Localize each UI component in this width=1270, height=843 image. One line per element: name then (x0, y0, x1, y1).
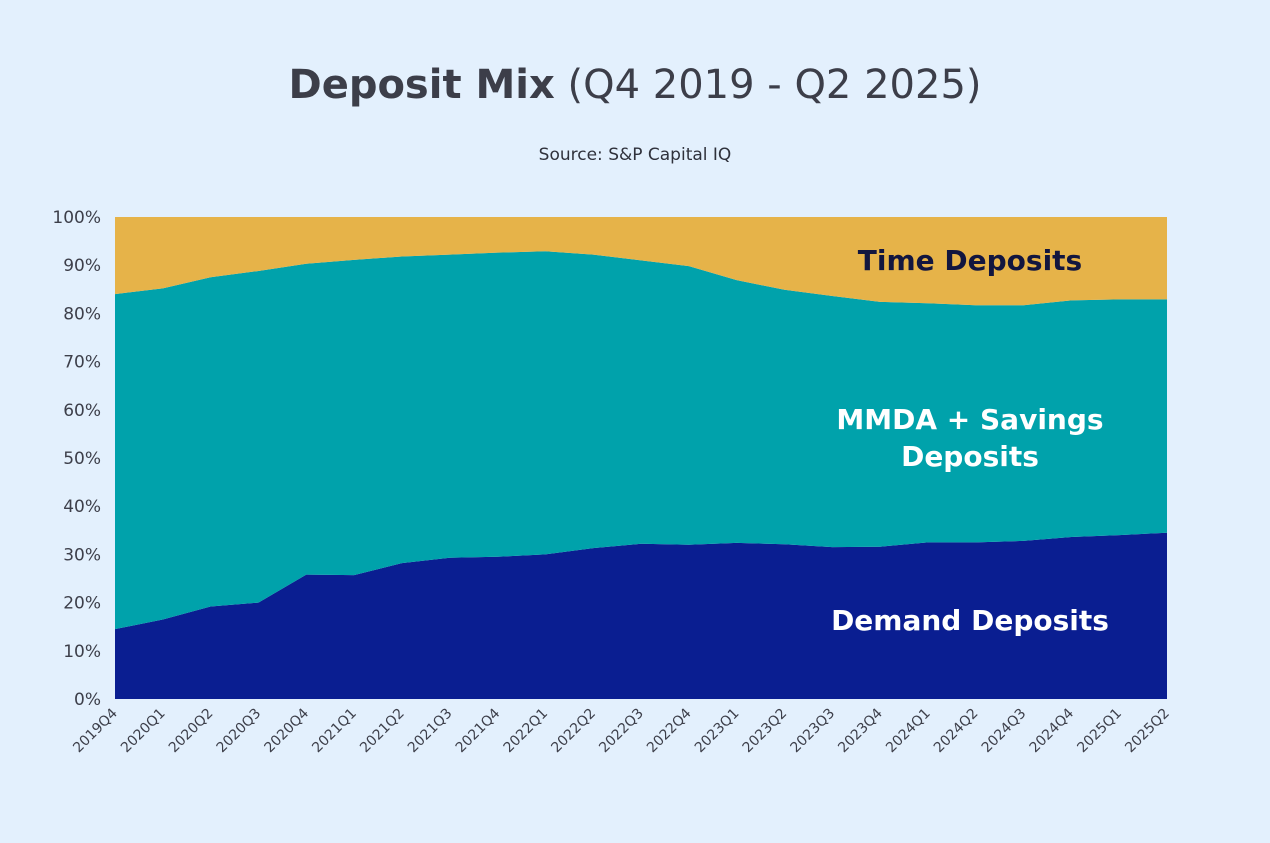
x-tick-label: 2023Q4 (835, 705, 886, 756)
x-tick-label: 2025Q1 (1074, 706, 1125, 757)
x-tick-label: 2024Q3 (979, 706, 1030, 757)
chart-title-light: (Q4 2019 - Q2 2025) (567, 62, 982, 108)
mmda-savings-area (115, 251, 1167, 630)
x-tick-label: 2021Q3 (405, 706, 456, 757)
x-tick-label: 2020Q4 (261, 705, 312, 756)
x-tick-label: 2023Q3 (787, 706, 838, 757)
x-tick-label: 2022Q3 (596, 706, 647, 757)
x-tick-label: 2021Q4 (453, 705, 504, 756)
x-tick-label: 2024Q4 (1027, 705, 1078, 756)
x-tick-label: 2022Q2 (548, 706, 599, 757)
y-tick-label: 0% (74, 690, 101, 710)
y-tick-label: 90% (63, 256, 101, 276)
y-tick-label: 30% (63, 545, 101, 565)
x-tick-label: 2020Q2 (166, 706, 217, 757)
x-tick-label: 2021Q1 (309, 706, 360, 757)
time-deposits-area (115, 217, 1167, 306)
demand-deposits-label: Demand Deposits (831, 604, 1109, 637)
time-deposits-label: Time Deposits (858, 244, 1082, 277)
chart-title: Deposit Mix (Q4 2019 - Q2 2025) (0, 62, 1270, 108)
x-tick-label: 2024Q2 (931, 706, 982, 757)
x-tick-label: 2020Q1 (118, 706, 169, 757)
x-tick-label: 2022Q4 (644, 705, 695, 756)
y-tick-label: 70% (63, 353, 101, 373)
y-tick-label: 50% (63, 449, 101, 469)
demand-deposits-area (115, 532, 1167, 699)
chart-subtitle: Source: S&P Capital IQ (538, 145, 732, 165)
mmda-savings-label: MMDA + Savings (836, 403, 1103, 436)
area-layers (115, 217, 1167, 699)
chart-title-bold: Deposit Mix (288, 62, 555, 108)
x-axis-ticks: 2019Q42020Q12020Q22020Q32020Q42021Q12021… (70, 705, 1173, 756)
y-tick-label: 80% (63, 304, 101, 324)
y-tick-label: 60% (63, 401, 101, 421)
y-tick-label: 10% (63, 642, 101, 662)
x-tick-label: 2023Q1 (692, 706, 743, 757)
x-tick-label: 2025Q2 (1122, 706, 1173, 757)
y-tick-label: 20% (63, 594, 101, 614)
y-axis-ticks: 0% 10% 20% 30% 40% 50% 60% 70% 80% 90% 100% (52, 208, 101, 710)
x-tick-label: 2023Q2 (740, 706, 791, 757)
x-tick-label: 2022Q1 (501, 706, 552, 757)
x-tick-label: 2021Q2 (357, 706, 408, 757)
mmda-savings-label: Deposits (901, 440, 1039, 473)
x-tick-label: 2019Q4 (70, 705, 121, 756)
area-labels: Demand Deposits MMDA + Savings Deposits Tim… (831, 244, 1109, 637)
x-tick-label: 2024Q1 (883, 706, 934, 757)
y-tick-label: 100% (52, 208, 101, 228)
y-tick-label: 40% (63, 497, 101, 517)
x-tick-label: 2020Q3 (214, 706, 265, 757)
